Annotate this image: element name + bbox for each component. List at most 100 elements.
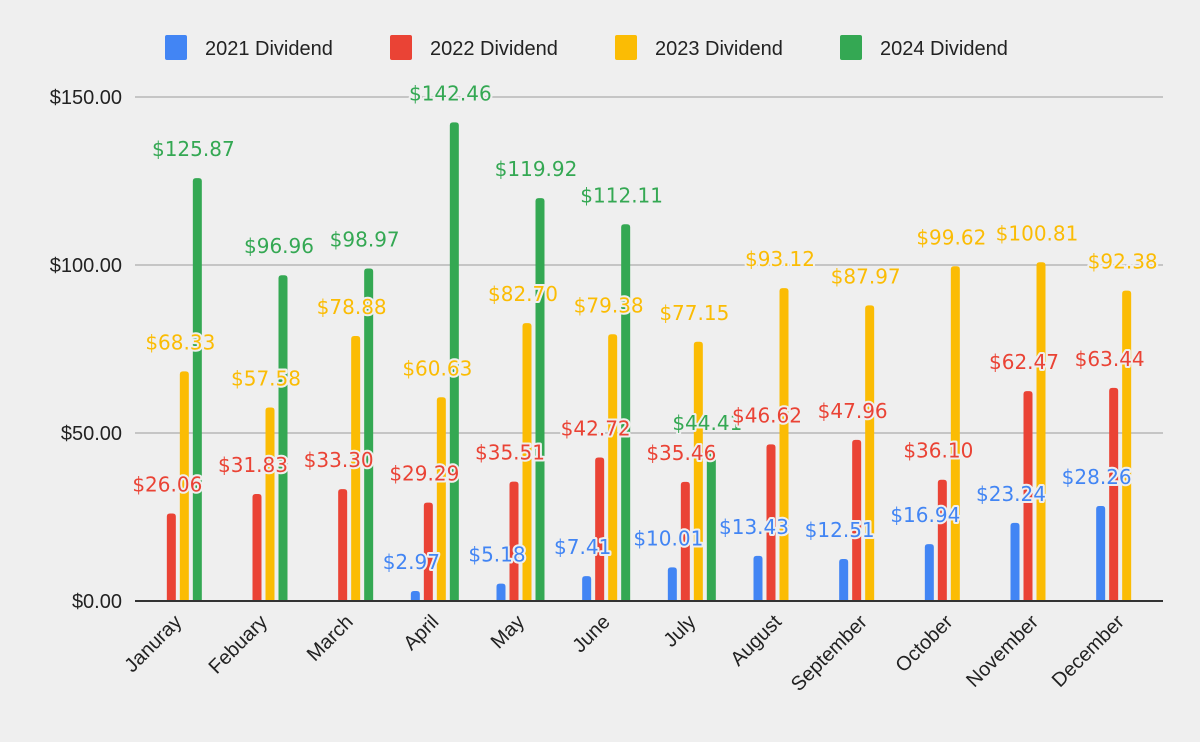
data-label: $77.15 [659,301,729,325]
data-label: $35.51 [475,441,545,465]
bar-2023-dividend-may [522,323,532,601]
data-label: $26.06 [132,472,202,496]
bar-2023-dividend-october [950,266,960,601]
bar-2024-dividend-januray [192,178,202,602]
x-tick-label: August [726,611,786,671]
data-label: $12.51 [805,518,875,542]
gridlines [135,96,1163,434]
bar-2021-dividend-october [924,544,934,601]
x-tick-label: December [1048,611,1129,692]
bar-2022-dividend-august [766,444,776,601]
x-tick-label: October [891,611,957,677]
data-label: $68.33 [145,330,215,354]
bar-2023-dividend-july [693,341,703,601]
bar-2023-dividend-march [351,335,361,601]
data-label: $28.26 [1062,465,1132,489]
bars [166,122,1132,602]
data-label: $112.11 [580,183,663,207]
data-label: $47.96 [818,399,888,423]
data-label: $142.46 [409,81,492,105]
bar-2022-dividend-june [595,457,605,601]
data-label: $16.94 [890,503,960,527]
bar-2021-dividend-september [839,558,849,601]
data-label: $7.41 [554,535,611,559]
legend-label-1: 2021 Dividend [205,38,333,60]
data-label: $42.72 [561,416,631,440]
bar-2022-dividend-september [852,439,862,601]
bar-2023-dividend-september [865,305,875,601]
data-label: $36.10 [903,439,973,463]
bar-2022-dividend-july [680,481,690,601]
bar-2022-dividend-januray [166,513,176,601]
bar-2021-dividend-november [1010,522,1020,601]
bar-2024-dividend-july [706,451,716,601]
legend-swatch-4 [840,35,862,60]
bar-2022-dividend-march [338,489,348,601]
data-label: $33.30 [304,448,374,472]
bar-2023-dividend-november [1036,262,1046,601]
bar-2024-dividend-march [364,268,374,601]
data-label: $10.01 [633,526,703,550]
bar-2024-dividend-april [449,122,459,601]
x-tick-label: November [962,611,1043,692]
data-label: $46.62 [732,403,802,427]
data-label: $99.62 [916,225,986,249]
data-label: $62.47 [989,350,1059,374]
x-tick-label: March [303,611,358,666]
legend-label-4: 2024 Dividend [880,38,1008,60]
x-axis: Januray Febuary March April May June July Augus… [120,611,1128,696]
bar-2023-dividend-august [779,288,789,601]
data-label: $100.81 [996,221,1079,245]
data-label: $13.43 [719,515,789,539]
data-label: $29.29 [389,462,459,486]
y-tick-label: $150.00 [50,87,122,109]
legend-swatch-1 [165,35,187,60]
bar-2022-dividend-october [937,479,947,601]
data-label: $125.87 [152,137,235,161]
x-tick-label: September [787,611,872,696]
bar-2021-dividend-june [582,576,592,601]
data-label: $35.46 [646,441,716,465]
x-tick-label: June [568,611,614,657]
data-label: $60.63 [402,356,472,380]
legend-label-3: 2023 Dividend [655,38,783,60]
data-label: $23.24 [976,482,1046,506]
legend: 2021 Dividend 2022 Dividend 2023 Dividend 2… [165,35,1008,60]
x-tick-label: April [400,611,444,655]
data-label: $79.38 [574,293,644,317]
y-axis: $0.00 $50.00 $100.00 $150.00 [50,87,122,613]
data-label: $57.58 [231,367,301,391]
bar-2021-dividend-december [1096,506,1106,601]
bar-2022-dividend-november [1023,391,1033,601]
x-tick-label: Januray [120,611,186,677]
bar-2024-dividend-june [621,224,631,601]
legend-swatch-3 [615,35,637,60]
bar-2021-dividend-july [667,567,677,601]
data-label: $96.96 [244,234,314,258]
x-tick-label: Febuary [205,611,272,678]
data-labels: $26.06 $68.33 $125.87 $31.83 $57.58 $96.96 $33… [130,79,1159,576]
data-label: $92.38 [1088,250,1158,274]
bar-2022-dividend-febuary [252,494,262,601]
data-label: $98.97 [330,227,400,251]
data-label: $5.18 [468,543,525,567]
bar-2022-dividend-april [423,502,433,601]
data-label: $119.92 [495,157,578,181]
data-label: $44.41 [672,411,742,435]
y-tick-label: $100.00 [50,255,122,277]
bar-2022-dividend-may [509,481,519,601]
bar-2023-dividend-januray [179,371,189,601]
data-label: $82.70 [488,282,558,306]
bar-2023-dividend-december [1122,290,1132,601]
data-label: $31.83 [218,453,288,477]
bar-2021-dividend-april [410,591,420,601]
data-label: $93.12 [745,247,815,271]
bar-2024-dividend-may [535,198,545,602]
x-tick-label: May [487,611,529,653]
data-label: $63.44 [1075,347,1145,371]
bar-2024-dividend-febuary [278,275,288,601]
bar-2023-dividend-april [436,397,446,601]
bar-2023-dividend-june [608,334,618,601]
bar-2023-dividend-febuary [265,407,275,601]
